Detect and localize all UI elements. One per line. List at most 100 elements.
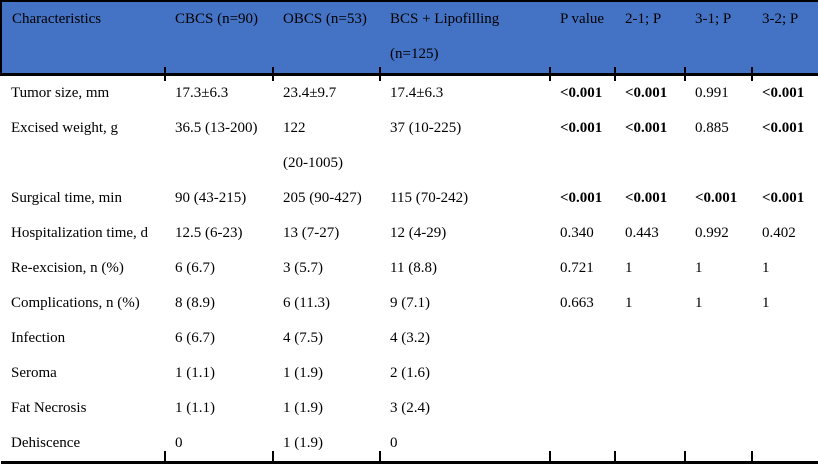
table-row: Re-excision, n (%) 6 (6.7) 3 (5.7) 11 (8…: [1, 251, 818, 286]
value-cell: 37 (10-225): [390, 120, 462, 136]
value-cell: 13 (7-27): [283, 225, 340, 241]
column-divider-tick: [614, 67, 616, 81]
header-cell-obcs: OBCS (n=53): [274, 0, 381, 76]
value-cell: 36.5 (13-200): [175, 120, 258, 136]
header-cell-p-2-1: 2-1; P: [616, 0, 686, 76]
value-cell: <0.001: [560, 85, 603, 101]
value-cell: 1 (1.1): [175, 365, 215, 381]
value-cell: [551, 321, 616, 356]
value-cell: [616, 356, 686, 391]
header-cell-p-value: P value: [551, 0, 616, 76]
column-divider-tick: [379, 451, 381, 461]
row-label-cell: Excised weight, g: [11, 120, 119, 136]
value-cell: 8 (8.9): [175, 295, 215, 311]
value-cell: 4 (7.5): [283, 330, 323, 346]
value-cell: <0.001: [625, 190, 668, 206]
header-cell-cbcs: CBCS (n=90): [166, 0, 274, 76]
value-cell: 4 (3.2): [390, 330, 430, 346]
column-divider-tick: [164, 451, 166, 461]
column-divider-tick: [272, 451, 274, 461]
value-cell: <0.001: [560, 120, 603, 136]
value-cell: 17.4±6.3: [390, 85, 444, 101]
value-cell: 9 (7.1): [390, 295, 430, 311]
value-cell: 23.4±9.7: [283, 85, 337, 101]
column-divider-tick: [684, 451, 686, 461]
value-cell: 6 (6.7): [175, 330, 215, 346]
value-cell: 0.992: [695, 225, 729, 241]
value-cell: 3 (2.4): [390, 400, 430, 416]
value-cell: 115 (70-242): [390, 190, 469, 206]
header-cell-bcs-lipofilling-line2: (n=125): [390, 46, 439, 62]
value-cell: <0.001: [762, 120, 805, 136]
row-label-cell: Infection: [11, 330, 66, 346]
value-cell: 1: [695, 260, 703, 276]
value-cell: 0.991: [695, 85, 729, 101]
column-divider-tick: [549, 67, 551, 81]
value-cell: <0.001: [625, 120, 668, 136]
value-cell: [551, 356, 616, 391]
header-cell-bcs-lipofilling-line1: BCS + Lipofilling: [390, 11, 500, 27]
header-cell-p-3-1: 3-1; P: [686, 0, 753, 76]
value-cell: <0.001: [695, 190, 738, 206]
row-label-cell: Tumor size, mm: [11, 85, 110, 101]
value-cell: 1 (1.9): [283, 400, 323, 416]
table-row: Dehiscence 0 1 (1.9) 0: [1, 426, 818, 464]
value-cell: 17.3±6.3: [175, 85, 229, 101]
value-cell: [686, 356, 753, 391]
row-label-cell: Re-excision, n (%): [11, 260, 124, 276]
value-cell: 12.5 (6-23): [175, 225, 243, 241]
column-divider-tick: [684, 67, 686, 81]
value-cell: <0.001: [560, 190, 603, 206]
table-row: Infection 6 (6.7) 4 (7.5) 4 (3.2): [1, 321, 818, 356]
table-row: Tumor size, mm 17.3±6.3 23.4±9.7 17.4±6.…: [1, 75, 818, 112]
header-cell-bcs-lipofilling: BCS + Lipofilling (n=125): [381, 0, 551, 76]
value-cell: 0.443: [625, 225, 659, 241]
value-cell: 1: [695, 295, 703, 311]
table-row: Hospitalization time, d 12.5 (6-23) 13 (…: [1, 216, 818, 251]
column-divider-tick: [379, 67, 381, 81]
value-cell: [551, 391, 616, 426]
row-label-cell: Fat Necrosis: [11, 400, 87, 416]
value-cell: 0.340: [560, 225, 594, 241]
value-cell: [616, 321, 686, 356]
value-cell: [686, 426, 753, 464]
value-cell: <0.001: [762, 190, 805, 206]
column-divider-tick: [164, 67, 166, 81]
value-cell: 6 (6.7): [175, 260, 215, 276]
header-cell-p-3-2: 3-2; P: [753, 0, 818, 76]
value-cell: [616, 391, 686, 426]
value-cell: 1 (1.1): [175, 400, 215, 416]
value-cell: 0.721: [560, 260, 594, 276]
value-cell: 122 (20-1005): [283, 120, 343, 171]
value-cell: 1: [762, 295, 770, 311]
value-cell: 6 (11.3): [283, 295, 330, 311]
value-cell: 0.885: [695, 120, 729, 136]
column-divider-tick: [751, 67, 753, 81]
value-cell: 1 (1.9): [283, 365, 323, 381]
value-cell: 1: [762, 260, 770, 276]
table-row: Fat Necrosis 1 (1.1) 1 (1.9) 3 (2.4): [1, 391, 818, 426]
value-cell: [551, 426, 616, 464]
value-cell: 0.402: [762, 225, 796, 241]
value-cell: [753, 426, 818, 464]
value-cell: 3 (5.7): [283, 260, 323, 276]
value-cell: 1: [625, 260, 633, 276]
value-cell: 1: [625, 295, 633, 311]
column-divider-tick: [272, 67, 274, 81]
value-cell: [753, 321, 818, 356]
row-label-cell: Complications, n (%): [11, 295, 140, 311]
value-cell: 2 (1.6): [390, 365, 430, 381]
column-divider-tick: [614, 451, 616, 461]
value-cell: [686, 391, 753, 426]
value-cell: 205 (90-427): [283, 190, 362, 206]
value-cell: [686, 321, 753, 356]
table-row: Complications, n (%) 8 (8.9) 6 (11.3) 9 …: [1, 286, 818, 321]
value-cell: 0: [166, 426, 274, 464]
value-cell: <0.001: [762, 85, 805, 101]
row-label-cell: Surgical time, min: [11, 190, 122, 206]
value-cell: 12 (4-29): [390, 225, 447, 241]
row-label-cell: Dehiscence: [1, 426, 166, 464]
value-cell: 90 (43-215): [175, 190, 247, 206]
value-cell: 0.663: [560, 295, 594, 311]
